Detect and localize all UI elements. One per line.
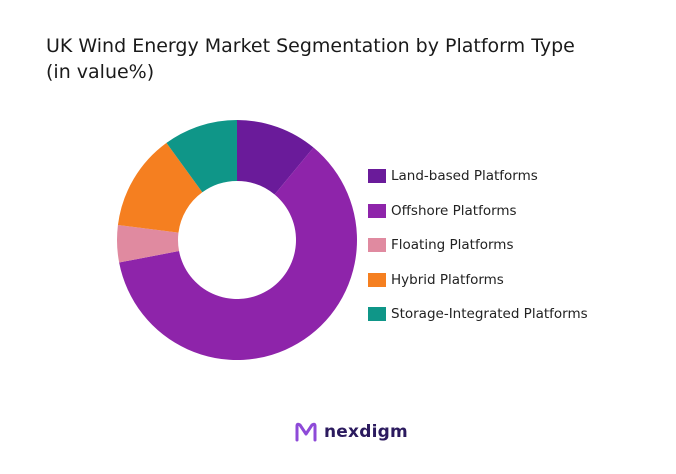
brand-name: nexdigm (324, 422, 408, 442)
donut-slice-hybrid-platforms (117, 142, 203, 233)
legend-item: Land-based Platforms (368, 166, 588, 186)
donut-slice-storage-integrated-platforms (166, 120, 237, 193)
legend-swatch (368, 238, 386, 252)
legend-label: Land-based Platforms (391, 168, 538, 184)
legend-swatch (368, 169, 386, 183)
chart-title-line-1: UK Wind Energy Market Segmentation by Pl… (46, 35, 575, 57)
legend-label: Storage-Integrated Platforms (391, 306, 588, 322)
legend-label: Floating Platforms (391, 237, 514, 253)
legend-swatch (368, 272, 386, 287)
legend-item: Floating Platforms (368, 235, 588, 255)
donut-slices (116, 120, 358, 360)
donut-slice-floating-platforms (116, 224, 180, 263)
legend-item: Hybrid Platforms (368, 270, 588, 290)
donut-slice-offshore-platforms (119, 147, 358, 360)
chart-title-line-2: (in value%) (46, 61, 155, 83)
legend-swatch (368, 307, 386, 321)
legend-label: Hybrid Platforms (391, 271, 504, 288)
brand-logo: nexdigm (294, 420, 408, 444)
legend-label: Offshore Platforms (391, 202, 517, 219)
legend-item: Storage-Integrated Platforms (368, 304, 588, 324)
legend-item: Offshore Platforms (368, 201, 588, 221)
donut-slice-land-based-platforms (237, 120, 314, 195)
chart-legend: Land-based Platforms Offshore Platforms Fl… (368, 166, 588, 339)
nexdigm-logo-icon (295, 422, 317, 442)
chart-title: UK Wind Energy Market Segmentation by Pl… (46, 33, 646, 85)
legend-swatch (368, 203, 386, 218)
